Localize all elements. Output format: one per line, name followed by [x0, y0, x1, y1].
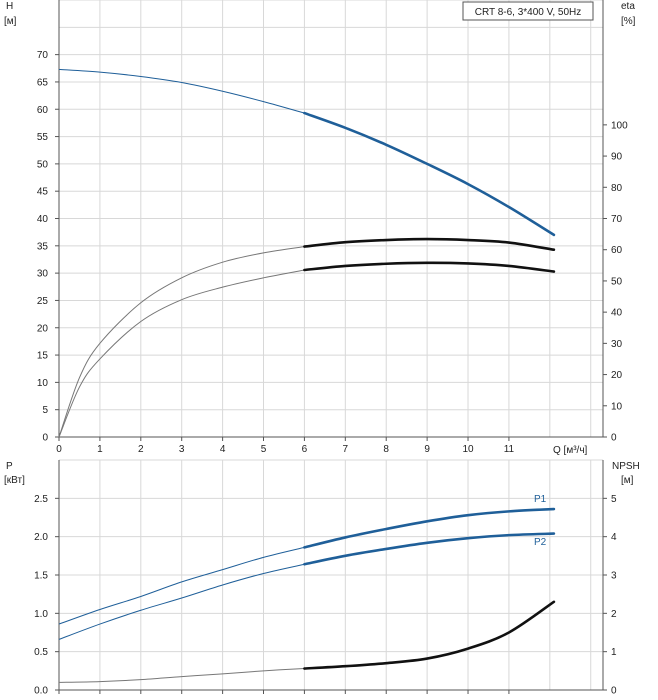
x-tick-label: 2 [138, 444, 144, 455]
left-tick-label-performance: 0 [42, 433, 48, 444]
left-tick-label-performance: 35 [37, 241, 49, 252]
series-eta_pump-thin [58, 246, 305, 438]
left-tick-label-performance: 50 [37, 159, 49, 170]
left-tick-label-power_npsh: 0.5 [34, 647, 48, 658]
x-tick-label: 0 [56, 444, 62, 455]
axis-layer: 0510152025303540455055606570010203040506… [34, 0, 628, 697]
right-tick-label-power_npsh: 5 [611, 494, 617, 505]
right-tick-label-performance: 10 [611, 401, 623, 412]
left-tick-label-performance: 25 [37, 296, 49, 307]
left-tick-label-power_npsh: 1.5 [34, 571, 48, 582]
x-tick-label: 9 [424, 444, 430, 455]
npsh-axis-label: NPSH [612, 461, 640, 472]
eta-axis-unit: [%] [621, 16, 636, 27]
p-axis-label: P [6, 461, 13, 472]
series-layer [58, 68, 556, 683]
left-tick-label-performance: 55 [37, 132, 49, 143]
series-P2-thin [58, 563, 305, 640]
series-H-thin [58, 68, 305, 114]
x-tick-label: 8 [383, 444, 389, 455]
left-tick-label-performance: 60 [37, 105, 49, 116]
left-tick-label-power_npsh: 1.0 [34, 609, 48, 620]
x-tick-label: 6 [302, 444, 308, 455]
h-axis-label: H [6, 1, 13, 12]
right-tick-label-power_npsh: 4 [611, 532, 617, 543]
right-tick-label-power_npsh: 0 [611, 686, 617, 697]
q-axis-label: Q [м³/ч] [553, 445, 588, 456]
series-H-bold [303, 111, 556, 237]
x-tick-label: 3 [179, 444, 185, 455]
series-P2-bold [303, 532, 556, 566]
left-tick-label-performance: 40 [37, 214, 49, 225]
x-tick-label: 4 [220, 444, 226, 455]
right-tick-label-performance: 0 [611, 433, 617, 444]
left-tick-label-performance: 65 [37, 77, 49, 88]
left-tick-label-performance: 15 [37, 351, 49, 362]
npsh-axis-unit: [м] [621, 475, 634, 486]
eta-axis-label: eta [621, 1, 635, 12]
left-tick-label-performance: 70 [37, 50, 49, 61]
series-P1-thin [58, 546, 305, 625]
chart-title: CRT 8-6, 3*400 V, 50Hz [475, 7, 582, 18]
left-tick-label-performance: 10 [37, 378, 49, 389]
x-tick-label: 11 [504, 444, 515, 455]
right-tick-label-performance: 40 [611, 308, 623, 319]
right-tick-label-performance: 60 [611, 245, 623, 256]
right-tick-label-performance: 80 [611, 183, 623, 194]
p1-series-label: P1 [534, 494, 547, 505]
series-NPSH-bold [303, 600, 556, 670]
left-tick-label-power_npsh: 0.0 [34, 686, 48, 697]
right-tick-label-performance: 50 [611, 276, 623, 287]
grid-layer [58, 0, 603, 691]
title-box [462, 1, 594, 21]
right-tick-label-power_npsh: 2 [611, 609, 617, 620]
x-tick-label: 1 [97, 444, 103, 455]
right-tick-label-performance: 100 [611, 120, 628, 131]
right-tick-label-performance: 90 [611, 152, 623, 163]
left-tick-label-performance: 30 [37, 269, 49, 280]
series-P1-bold [303, 507, 556, 549]
series-NPSH-thin [58, 668, 305, 683]
h-axis-unit: [м] [4, 16, 17, 27]
right-tick-label-performance: 70 [611, 214, 623, 225]
right-tick-label-power_npsh: 1 [611, 647, 617, 658]
series-eta_total-bold [303, 261, 556, 273]
left-tick-label-performance: 5 [42, 405, 48, 416]
right-tick-label-power_npsh: 3 [611, 571, 617, 582]
p2-series-label: P2 [534, 537, 547, 548]
p-axis-unit: [кВт] [4, 475, 25, 486]
left-tick-label-power_npsh: 2.0 [34, 532, 48, 543]
left-tick-label-performance: 20 [37, 323, 49, 334]
series-eta_pump-bold [303, 237, 556, 252]
x-tick-label: 5 [261, 444, 267, 455]
left-tick-label-performance: 45 [37, 187, 49, 198]
x-tick-label: 7 [343, 444, 349, 455]
left-tick-label-power_npsh: 2.5 [34, 494, 48, 505]
series-eta_total-thin [58, 269, 305, 438]
right-tick-label-performance: 20 [611, 370, 623, 381]
x-tick-label: 10 [462, 444, 474, 455]
right-tick-label-performance: 30 [611, 339, 623, 350]
